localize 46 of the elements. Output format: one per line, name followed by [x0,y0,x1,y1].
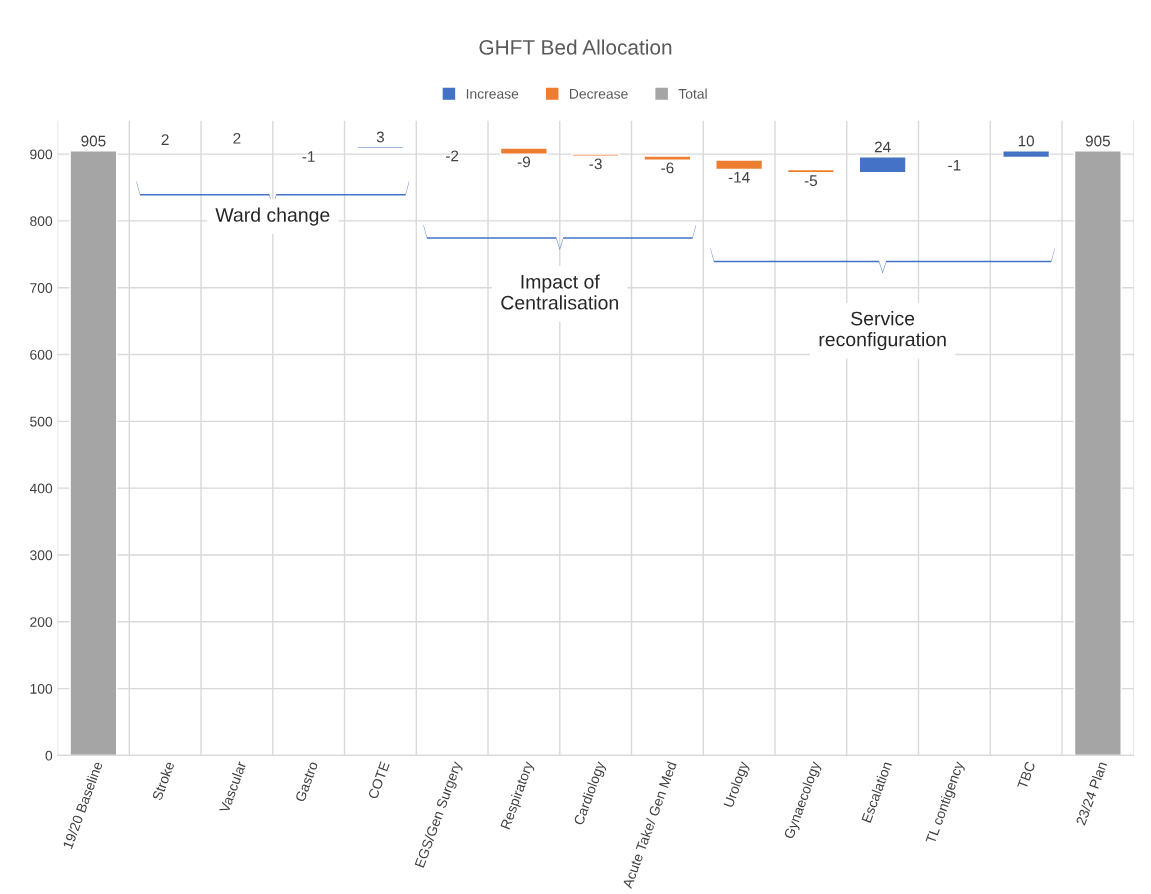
data-label: -5 [804,175,818,187]
data-label: 10 [1018,135,1035,147]
y-tick-label: 600 [30,349,53,360]
x-tick-label: COTE [367,760,390,800]
bar [858,156,907,174]
data-label: -14 [728,172,750,183]
bar [499,147,548,155]
data-label: 3 [376,131,384,143]
legend-label: Total [678,88,707,99]
bar [643,155,692,161]
x-tick-label: TBC [1017,760,1036,790]
bar [69,150,118,756]
x-tick-label: Gastro [294,760,319,803]
y-tick-label: 0 [45,750,53,761]
legend-label: Decrease [570,89,628,99]
data-label: 2 [161,134,169,145]
annotation: Impact of Centralisation [501,274,618,310]
x-tick-label: Acute Take/ Gen Med [621,761,677,890]
data-label: -1 [948,160,961,171]
x-tick-label: Stroke [151,760,175,801]
annotation: Ward change [215,207,330,226]
y-tick-label: 400 [29,483,53,494]
bar [1002,150,1051,159]
bar [571,153,620,157]
y-tick-label: 800 [30,216,53,227]
data-label: -1 [302,151,315,162]
annotation: Service reconfiguration [819,311,946,351]
x-tick-label: 23/24 Plan [1075,761,1108,826]
bar [1073,150,1122,756]
y-tick-label: 200 [30,617,53,627]
data-label: -6 [661,162,674,174]
data-label: 24 [874,141,891,153]
y-tick-label: 100 [30,683,53,694]
legend-label: Increase [466,89,519,99]
y-tick-label: 300 [30,550,53,561]
data-label: -2 [446,150,459,162]
data-label: 905 [1085,135,1110,147]
data-label: -9 [517,156,530,168]
y-tick-label: 700 [30,283,53,293]
bar [715,159,764,171]
chart-title: GHFT Bed Allocation [479,39,672,55]
y-tick-label: 900 [30,149,53,160]
data-label: 905 [81,135,106,147]
data-label: -3 [589,158,602,170]
data-label: 2 [233,132,241,144]
y-tick-label: 500 [30,416,53,427]
